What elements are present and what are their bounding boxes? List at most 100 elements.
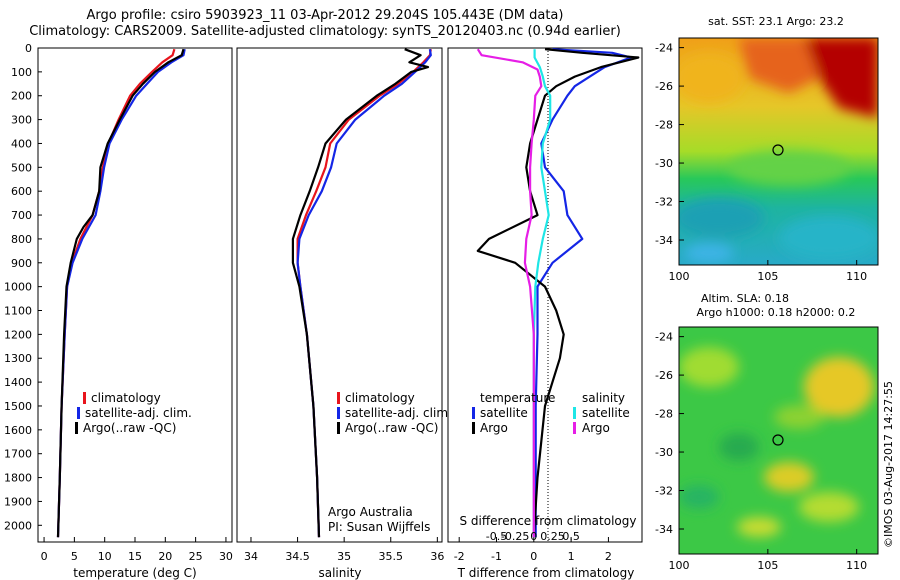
x-tick-label: 0: [530, 550, 537, 563]
legend-label-climatology: climatology: [91, 391, 161, 405]
sla-map-image: [679, 327, 878, 554]
depth-tick-label: 1000: [4, 281, 32, 294]
legend-swatch-climatology: [337, 392, 340, 404]
depth-tick-label: 1500: [4, 400, 32, 413]
depth-tick-label: 1900: [4, 495, 32, 508]
legend-swatch-t-satellite: [472, 407, 475, 419]
sla-map-frame: [678, 326, 879, 555]
legend-head-salinity: salinity: [582, 391, 625, 405]
sst-map-image: [679, 38, 878, 265]
sst-map-frame: [678, 37, 879, 266]
depth-axis-labels: 0 100 200 300 400 500 600 700 800 900 1000 1100 1200…: [4, 42, 452, 532]
depth-tick-label: 1600: [4, 424, 32, 437]
sla-map-title: Altim. SLA: 0.18: [701, 292, 789, 305]
legend-label-s-satellite: satellite: [582, 406, 630, 420]
depth-tick-label: 200: [11, 90, 32, 103]
depth-tick-label: 1300: [4, 352, 32, 365]
argo-location-marker: [772, 434, 784, 446]
difference-plot-frame: [447, 47, 643, 543]
temperature-legend: climatology satellite-adj. clim. Argo(..…: [75, 391, 192, 435]
map-y-tick-label: -30: [655, 157, 673, 170]
salinity-x-ticks: 34 34.5 35 35.5 36: [244, 537, 444, 563]
map-y-tick-label: -34: [655, 234, 673, 247]
figure-title-line1: Argo profile: csiro 5903923_11 03-Apr-20…: [86, 8, 564, 23]
x-tick-label: 35: [337, 550, 351, 563]
depth-tick-label: 1100: [4, 305, 32, 318]
s-difference-ticks: -0.5-0.25 0 0.250.5: [486, 530, 580, 543]
x-tick-label: 0: [41, 550, 48, 563]
legend-swatch-satellite: [337, 407, 340, 419]
map-y-tick-label: -34: [655, 523, 673, 536]
x-tick-label: 34.5: [285, 550, 310, 563]
map-x-tick-label: 100: [669, 559, 690, 572]
map-y-tick-label: -24: [655, 42, 673, 55]
x-tick-label: -2: [454, 550, 465, 563]
legend-label-satellite: satellite-adj. clim.: [345, 406, 452, 420]
temperature-series: [56, 48, 186, 538]
map-y-tick-label: -32: [655, 196, 673, 209]
s-difference-label: S difference from climatology: [460, 514, 637, 528]
depth-tick-label: 2000: [4, 519, 32, 532]
series-line-argo-raw-qc-: [291, 48, 430, 538]
map-y-tick-label: -26: [655, 80, 673, 93]
map-x-tick-label: 110: [846, 270, 867, 283]
salinity-annotation-line1: Argo Australia: [328, 505, 413, 519]
legend-swatch-satellite: [77, 407, 80, 419]
legend-label-climatology: climatology: [345, 391, 415, 405]
x-tick-label: 1: [568, 550, 575, 563]
x-tick-label: 36: [430, 550, 444, 563]
map-y-tick-label: -28: [655, 408, 673, 421]
legend-label-satellite: satellite-adj. clim.: [85, 406, 192, 420]
argo-location-marker: [772, 144, 784, 156]
depth-tick-label: 500: [11, 161, 32, 174]
salinity-legend: climatology satellite-adj. clim. Argo(..…: [337, 391, 452, 435]
difference-x-ticks: -2 -1 0 1 2: [454, 537, 612, 563]
series-line-argo-raw-qc-: [56, 48, 185, 538]
s-diff-tick-label: -0.25: [501, 530, 529, 543]
temperature-xlabel: temperature (deg C): [73, 566, 196, 580]
s-diff-tick-label: 0: [530, 530, 537, 543]
temperature-plot-frame: [37, 47, 233, 543]
depth-tick-label: 1800: [4, 472, 32, 485]
sst-map-panel: sat. SST: 23.1 Argo: 23.2 100 105 110 -24 -2…: [655, 15, 879, 283]
series-line-t-argo: [476, 48, 640, 538]
legend-label-s-argo: Argo: [582, 421, 610, 435]
imos-credit: ©IMOS 03-Aug-2017 14:27:55: [882, 381, 895, 548]
series-line-s-argo: [476, 48, 543, 538]
sla-map-ticks: 100 105 110 -24 -26 -28 -30 -32 -34: [655, 331, 867, 572]
x-tick-label: -1: [491, 550, 502, 563]
legend-swatch-s-satellite: [573, 407, 576, 419]
map-x-tick-label: 105: [757, 559, 778, 572]
depth-tick-label: 800: [11, 233, 32, 246]
depth-tick-label: 300: [11, 114, 32, 127]
figure-title-line2: Climatology: CARS2009. Satellite-adjuste…: [29, 24, 621, 39]
temperature-panel: 0100200300400500600700800900100011001200…: [4, 42, 452, 580]
depth-tick-label: 1700: [4, 448, 32, 461]
legend-label-t-satellite: satellite: [480, 406, 528, 420]
difference-panel: -2 -1 0 1 2 temperature salinity satellite A…: [447, 47, 643, 580]
map-y-tick-label: -30: [655, 446, 673, 459]
x-tick-label: 20: [158, 550, 172, 563]
depth-tick-label: 0: [25, 42, 32, 55]
x-tick-label: 35.5: [379, 550, 404, 563]
s-diff-tick-label: 0.5: [562, 530, 580, 543]
x-tick-label: 25: [189, 550, 203, 563]
salinity-series: [291, 48, 432, 538]
x-tick-label: 34: [244, 550, 258, 563]
depth-tick-label: 600: [11, 185, 32, 198]
difference-series: [476, 48, 640, 538]
legend-label-argo: Argo(..raw -QC): [345, 421, 438, 435]
salinity-panel: 34 34.5 35 35.5 36 climatology satellite-adj…: [236, 47, 452, 580]
map-y-tick-label: -32: [655, 485, 673, 498]
legend-swatch-argo: [337, 422, 340, 434]
legend-swatch-s-argo: [573, 422, 576, 434]
s-diff-tick-label: 0.25: [540, 530, 565, 543]
t-difference-label: T difference from climatology: [457, 566, 635, 580]
depth-tick-label: 1400: [4, 376, 32, 389]
sst-map-title: sat. SST: 23.1 Argo: 23.2: [708, 15, 844, 28]
s-diff-tick-label: -0.5: [486, 530, 507, 543]
x-tick-label: 5: [71, 550, 78, 563]
salinity-annotation-line2: PI: Susan Wijffels: [328, 520, 430, 534]
legend-label-argo: Argo(..raw -QC): [83, 421, 176, 435]
